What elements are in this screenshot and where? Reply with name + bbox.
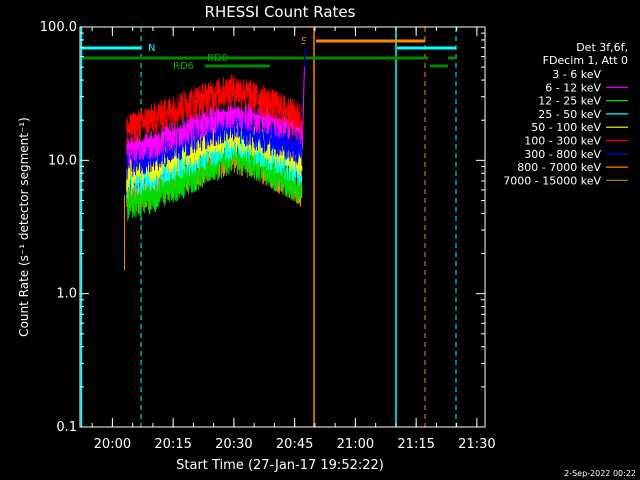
axes: 20:00 20:15 20:30 20:45 21:00 21:15 21:30 0.1 1.… [40,20,496,452]
series-line-6 [126,110,303,180]
end-spike-magenta [301,67,305,150]
legend-entry-label: 100 - 300 keV [524,135,601,148]
legend-entry-label: 300 - 800 keV [524,148,601,161]
y-axis-label: Count Rate (s⁻¹ detector segment⁻¹) [17,117,31,337]
y-tick-label: 100.0 [40,20,77,35]
x-tick-label: 21:15 [397,437,434,452]
chart-title: RHESSI Count Rates [205,3,356,21]
legend-entry-label: 3 - 6 keV [552,68,601,81]
x-tick-label: 21:30 [458,437,495,452]
flag-label-rd6: RD6 [173,61,194,72]
plot-frame [79,26,486,428]
x-tick-label: 20:45 [276,437,313,452]
legend-entry-label: 6 - 12 keV [545,81,601,94]
x-tick-label: 20:00 [94,437,131,452]
series-line-5 [126,74,303,144]
legend-header-line: Det 3f,6f, [576,41,628,54]
end-spike-black [301,28,309,121]
x-axis-label: Start Time (27-Jan-17 19:52:22) [176,458,384,473]
y-tick-label: 1.0 [56,287,77,302]
legend-entry-label: 7000 - 15000 keV [503,174,601,187]
flag-label-s: S [301,36,307,47]
footer-date: 2-Sep-2022 00:22 [564,469,636,478]
x-tick-label: 20:30 [215,437,252,452]
plot-area: N RD0 RD6 S [80,27,457,427]
flag-label-n: N [148,43,155,54]
x-tick-label: 20:15 [154,437,191,452]
legend-entry-label: 12 - 25 keV [538,95,601,108]
legend-entry-label: 50 - 100 keV [531,121,601,134]
y-tick-label: 10.0 [48,153,77,168]
y-tick-label: 0.1 [56,420,77,435]
legend-entry-label: 800 - 7000 keV [517,161,601,174]
flag-label-rd0: RD0 [207,53,228,64]
x-tick-label: 21:00 [337,437,374,452]
legend-header-line: FDecim 1, Att 0 [543,54,628,67]
legend-entry-label: 25 - 50 keV [538,108,601,121]
